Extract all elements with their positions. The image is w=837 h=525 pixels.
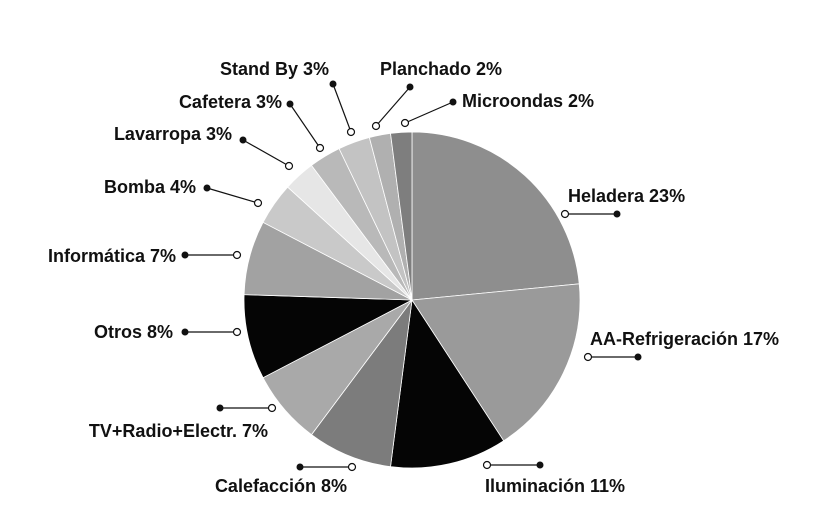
leader-dot [181,328,189,336]
slice-label: Microondas 2% [462,91,594,111]
category-name: Informática [48,246,146,266]
leader-end [583,352,593,362]
category-name: Lavarropa [114,124,202,144]
pie-slice [390,131,413,301]
pie-slice [411,131,580,301]
value-label: 3% [303,59,329,79]
leader-dot [613,210,621,218]
value-label: 17% [743,329,779,349]
slice-label: Otros 8% [94,322,173,342]
leader-end [315,143,325,153]
leader-end [482,460,492,470]
category-name: Calefacción [215,476,316,496]
leader-dot [536,461,544,469]
category-name: Cafetera [179,92,252,112]
leader-dot [329,80,337,88]
value-label: 7% [150,246,176,266]
slice-label: Bomba 4% [104,177,196,197]
slice-label: AA-Refrigeración 17% [590,329,779,349]
leader-dot [449,98,457,106]
leader-end [232,327,242,337]
value-label: 8% [147,322,173,342]
slice-label: Cafetera 3% [179,92,282,112]
leader-line [404,101,454,124]
value-label: 7% [242,421,268,441]
category-name: Planchado [380,59,471,79]
slice-label: Heladera 23% [568,186,685,206]
leader-line [332,83,352,133]
value-label: 8% [321,476,347,496]
pie-slice [411,283,581,442]
leader-line [242,139,290,167]
value-label: 4% [170,177,196,197]
slice-label: TV+Radio+Electr. 7% [89,421,268,441]
leader-end [346,127,356,137]
slice-label: Planchado 2% [380,59,502,79]
value-label: 2% [568,91,594,111]
leader-line [206,187,259,204]
slice-label: Stand By 3% [220,59,329,79]
value-label: 2% [476,59,502,79]
leader-dot [296,463,304,471]
category-name: Heladera [568,186,645,206]
leader-end [560,209,570,219]
leader-dot [286,100,294,108]
leader-end [400,118,410,128]
leader-end [253,198,263,208]
value-label: 11% [590,476,625,496]
leader-dot [216,404,224,412]
slice-label: Calefacción 8% [215,476,347,496]
leader-dot [239,136,247,144]
leader-end [371,121,381,131]
leader-end [267,403,277,413]
value-label: 23% [649,186,685,206]
leader-line [375,86,411,127]
leader-end [347,462,357,472]
leader-dot [634,353,642,361]
category-name: Stand By [220,59,298,79]
leader-end [232,250,242,260]
value-label: 3% [206,124,232,144]
category-name: Bomba [104,177,166,197]
value-label: 3% [256,92,282,112]
category-name: TV+Radio+Electr. [89,421,237,441]
category-name: Microondas [462,91,563,111]
category-name: Otros [94,322,142,342]
leader-dot [406,83,414,91]
leader-dot [181,251,189,259]
leader-end [284,161,294,171]
slice-label: Informática 7% [48,246,176,266]
leader-line [289,103,321,149]
category-name: AA-Refrigeración [590,329,738,349]
leader-dot [203,184,211,192]
category-name: Iluminación [485,476,585,496]
slice-label: Iluminación 11% [485,476,625,496]
slice-label: Lavarropa 3% [114,124,232,144]
pie-slice [390,298,505,469]
